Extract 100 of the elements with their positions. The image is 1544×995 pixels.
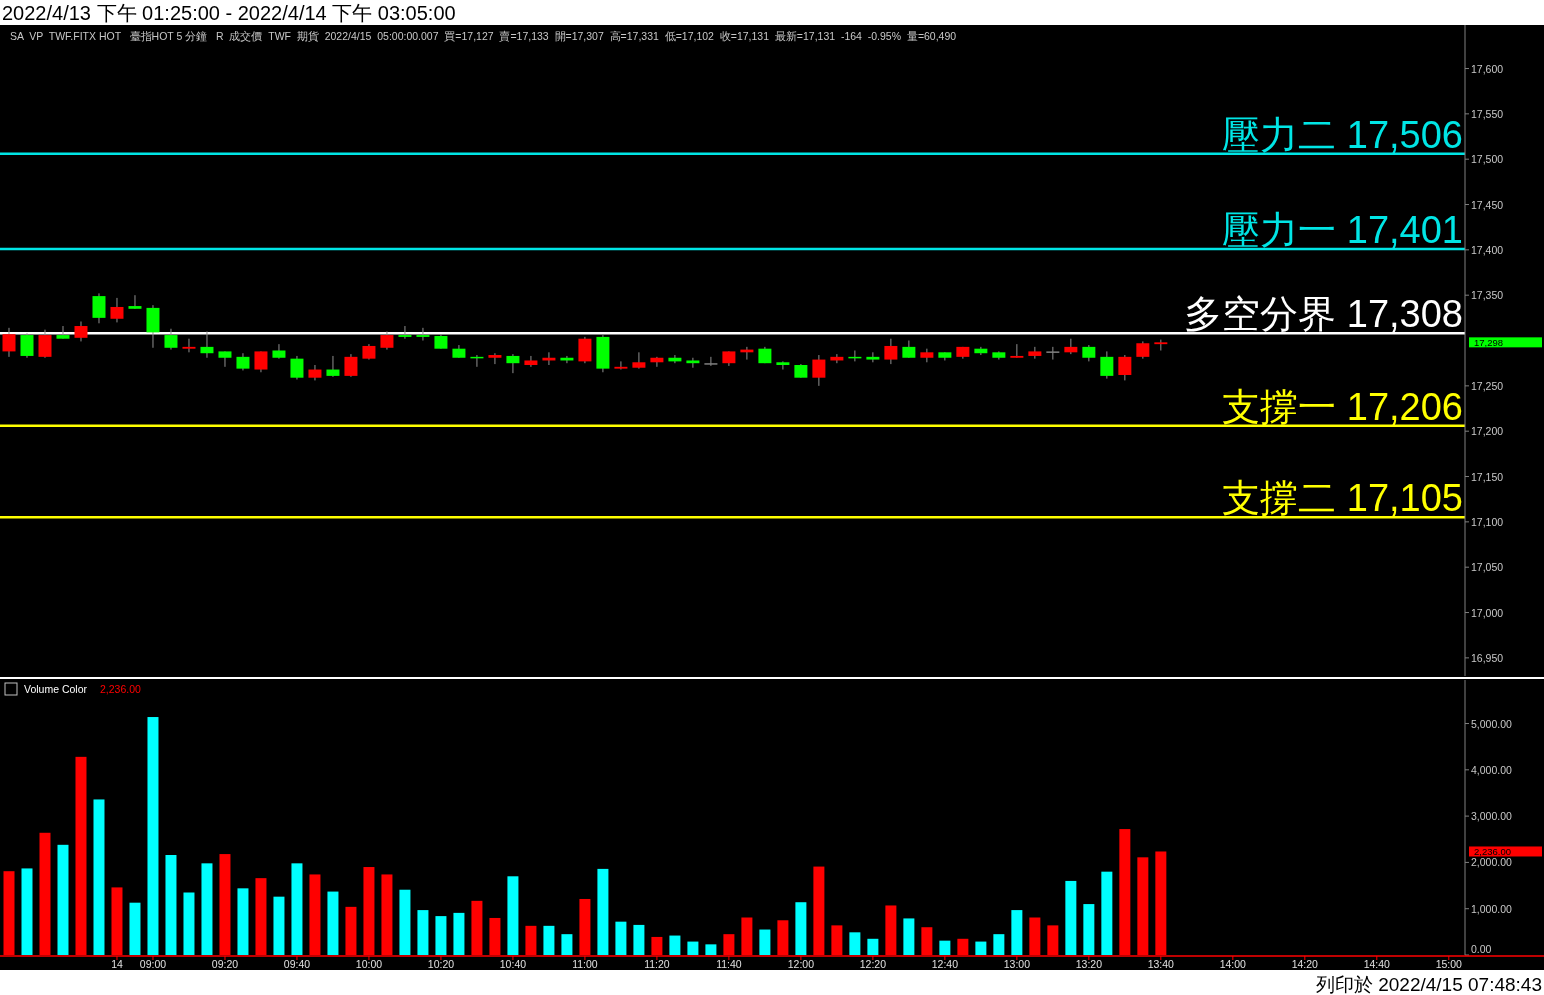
candlestick: [1028, 346, 1042, 360]
bar: [669, 935, 681, 955]
y-tick-label: 17,200: [1471, 425, 1504, 438]
bar: [1065, 880, 1077, 955]
x-tick-label: 14:20: [1291, 958, 1319, 970]
bar: [849, 932, 861, 955]
ref-line-label: 支撐一 17,206: [1222, 385, 1463, 428]
bar: [975, 941, 987, 955]
bar: [273, 896, 285, 955]
bar: [165, 855, 177, 955]
bar: [93, 799, 105, 955]
y-tick-label: 17,350: [1471, 289, 1504, 302]
x-tick-label: 13:20: [1075, 958, 1103, 970]
candlestick: [38, 329, 52, 359]
x-tick-label: 12:40: [931, 958, 959, 970]
bar: [1101, 871, 1113, 955]
candlestick: [1064, 338, 1078, 355]
candlestick: [2, 327, 16, 358]
candlestick: [128, 294, 142, 310]
candlestick: [614, 360, 628, 371]
candlestick: [344, 353, 358, 378]
y-tick-label: 17,450: [1471, 198, 1504, 211]
x-tick-label: 09:40: [283, 958, 311, 970]
candlestick: [704, 356, 718, 367]
y-tick-label: 17,550: [1471, 107, 1504, 120]
y-tick-label: 2,000.00: [1471, 856, 1513, 869]
chart-title: Volume Color: [24, 683, 88, 695]
bar: [201, 863, 213, 955]
candlestick: [1118, 354, 1132, 381]
x-tick-label: 11:00: [572, 958, 598, 970]
x-tick-label: 09:20: [211, 958, 239, 970]
y-tick-label: 17,100: [1471, 515, 1504, 528]
candlestick: [866, 351, 880, 363]
candlestick: [506, 353, 520, 374]
candlestick: [326, 355, 340, 378]
y-tick-label: 17,250: [1471, 379, 1504, 392]
bar: [903, 918, 915, 955]
y-tick-label: 17,150: [1471, 470, 1504, 483]
text: 列印於 2022/4/15 07:48:43: [1315, 974, 1542, 995]
x-tick-label: 14:40: [1363, 958, 1391, 970]
bar: [615, 921, 627, 955]
y-tick-label: 5,000.00: [1471, 717, 1513, 730]
bar: [561, 934, 573, 955]
candlestick: [308, 364, 322, 381]
x-tick-label: 11:40: [716, 958, 742, 970]
candlestick: [218, 350, 232, 368]
candlestick: [56, 325, 70, 340]
candlestick: [686, 357, 700, 369]
candlestick: [632, 351, 646, 370]
bar: [507, 876, 519, 955]
bar: [183, 892, 195, 955]
candlestick: [920, 348, 934, 363]
bar: [867, 938, 879, 955]
candlestick: [416, 327, 430, 342]
y-tick-label: 4,000.00: [1471, 763, 1513, 776]
ref-line-label: 支撐二 17,105: [1222, 477, 1463, 520]
bar: [327, 891, 339, 955]
y-tick-label: 17,600: [1471, 62, 1504, 75]
x-tick-label: 13:00: [1003, 958, 1031, 970]
bar: [453, 912, 465, 955]
x-tick-label: 12:00: [787, 958, 815, 970]
candlestick: [1100, 350, 1114, 380]
x-tick-label: 14:00: [1219, 958, 1247, 970]
candlestick: [164, 328, 178, 351]
y-tick-label: 0.00: [1471, 943, 1492, 955]
candlestick: [254, 350, 268, 373]
ref-line-label: 壓力一 17,401: [1222, 208, 1463, 251]
bar: [543, 925, 555, 955]
candlestick: [200, 330, 214, 359]
bar: [147, 717, 159, 955]
candlestick: [272, 343, 286, 360]
candlestick: [524, 355, 538, 368]
bar: [705, 944, 717, 955]
candlestick: [578, 336, 592, 364]
ref-line-label: 多空分界 17,308: [1184, 293, 1463, 336]
candlestick: [74, 320, 88, 342]
text: 17,298: [1474, 337, 1504, 349]
bar: [21, 868, 33, 955]
bar: [795, 902, 807, 955]
y-tick-label: 3,000.00: [1471, 810, 1513, 823]
x-tick-label: 10:00: [355, 958, 383, 970]
candlestick: [1046, 346, 1060, 361]
candlestick: [488, 352, 502, 365]
bar: [237, 888, 249, 955]
x-tick-label: 11:20: [644, 958, 670, 970]
bar: [993, 934, 1005, 955]
bar: [597, 868, 609, 955]
x-tick-label: 12:20: [859, 958, 887, 970]
bar: [129, 902, 141, 955]
bar: [1011, 910, 1023, 955]
x-tick-label: 09:00: [139, 958, 167, 970]
candlestick: [290, 355, 304, 381]
text: SA VP TWF.FITX HOT 臺指HOT 5 分鐘 R 成交價 TWF 期貨 2022/4/15 05:00:00.007 買=17,127 賣=17,133 開=17,307 高=17,331 低=17,102 收=17,131 最新=17,131 -164 -0.95% 量=60,490: [10, 30, 957, 42]
candlestick: [92, 292, 106, 324]
candlestick: [884, 338, 898, 365]
y-tick-label: 1,000.00: [1471, 902, 1513, 915]
bar: [435, 916, 447, 955]
candlestick: [110, 297, 124, 323]
candlestick: [380, 330, 394, 351]
candlestick: [776, 360, 790, 371]
